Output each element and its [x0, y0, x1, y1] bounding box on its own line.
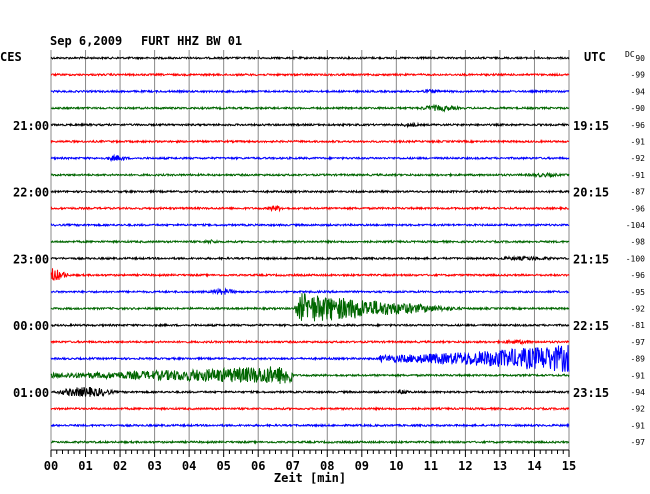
dc-offset-value: -100: [626, 254, 645, 263]
seismic-trace: [50, 153, 570, 163]
seismic-trace: [50, 268, 570, 281]
chart-station: FURT HHZ BW 01: [141, 34, 242, 48]
dc-offset-value: -98: [631, 238, 646, 247]
seismic-trace: [50, 55, 570, 61]
x-tick-label: 14: [527, 459, 541, 473]
left-time-label: 00:00: [13, 319, 49, 333]
seismic-trace: [50, 322, 570, 328]
x-axis: 00 01 02 03 04 05 06 07 08 09 10 11 12 13 14 15: [44, 449, 576, 473]
dc-offset-value: -90: [631, 104, 646, 113]
x-tick-label: 13: [493, 459, 507, 473]
dc-offset-value: -95: [631, 288, 646, 297]
dc-offset-value: -87: [631, 188, 646, 197]
x-tick-label: 11: [424, 459, 438, 473]
seismic-trace: [50, 405, 570, 412]
dc-offset-value: -81: [631, 321, 646, 330]
seismic-trace: [50, 422, 570, 429]
seismic-trace: [50, 72, 570, 78]
right-time-label: 22:15: [573, 319, 609, 333]
left-time-label: 23:00: [13, 252, 49, 266]
dc-offset-value: -91: [631, 171, 646, 180]
x-tick-label: 02: [113, 459, 127, 473]
dc-offset-value: -96: [631, 204, 646, 213]
seismic-trace: [50, 138, 570, 145]
seismic-trace: [50, 88, 570, 95]
right-time-label: 21:15: [573, 252, 609, 266]
seismic-trace: [50, 222, 570, 228]
left-timezone-label: CES: [0, 50, 22, 64]
dc-offset-value: -96: [631, 121, 646, 130]
dc-offset-value: -96: [631, 271, 646, 280]
label-group: 21:00 22:00 23:00 00:00 01:00 19:15 20:15 21:15…: [13, 54, 645, 447]
x-tick-label: 05: [216, 459, 230, 473]
dc-offset-value: -91: [631, 138, 646, 147]
x-tick-label: 10: [389, 459, 403, 473]
x-tick-label: 07: [286, 459, 300, 473]
x-tick-label: 01: [78, 459, 92, 473]
x-tick-label: 09: [355, 459, 369, 473]
seismic-trace: [50, 103, 570, 113]
dc-offset-value: -94: [631, 87, 646, 96]
right-time-label: 20:15: [573, 186, 609, 200]
x-tick-label: 04: [182, 459, 196, 473]
left-time-label: 22:00: [13, 186, 49, 200]
right-timezone-label: UTC: [584, 50, 606, 64]
x-tick-label: 15: [562, 459, 576, 473]
x-tick-label: 12: [458, 459, 472, 473]
x-tick-label: 03: [147, 459, 161, 473]
seismic-trace: [51, 287, 570, 296]
dc-header-label: DC: [625, 50, 635, 59]
dc-offset-value: 90: [635, 54, 645, 63]
seismic-trace: [50, 254, 570, 262]
dc-offset-value: -92: [631, 405, 646, 414]
dc-offset-value: -91: [631, 371, 646, 380]
seismic-trace: [50, 338, 570, 346]
right-time-label: 23:15: [573, 386, 609, 400]
seismic-trace: [51, 387, 570, 398]
seismic-trace: [50, 121, 569, 129]
seismic-trace: [50, 171, 570, 179]
seismic-trace: [50, 188, 570, 195]
dc-offset-value: -104: [626, 221, 645, 230]
dc-offset-value: -92: [631, 154, 646, 163]
grid-lines: [50, 50, 570, 450]
seismic-trace: [51, 439, 570, 445]
seismic-trace: [50, 366, 570, 384]
x-axis-label: Zeit [min]: [274, 471, 346, 485]
x-tick-label: 00: [44, 459, 58, 473]
chart-date: Sep 6,2009: [50, 34, 122, 48]
dc-offset-value: -92: [631, 305, 646, 314]
right-time-label: 19:15: [573, 119, 609, 133]
left-time-label: 21:00: [13, 119, 49, 133]
dc-offset-value: -97: [631, 438, 646, 447]
dc-offset-value: -99: [631, 71, 646, 80]
x-tick-label: 06: [251, 459, 265, 473]
seismic-trace: [50, 345, 570, 372]
seismic-trace: [50, 293, 570, 322]
dc-offset-value: -94: [631, 388, 646, 397]
seismic-trace: [50, 238, 570, 245]
seismic-trace: [50, 205, 570, 213]
x-tick-label: 08: [320, 459, 334, 473]
trace-group: [50, 55, 570, 445]
dc-offset-value: -97: [631, 338, 646, 347]
dc-offset-value: -89: [631, 355, 646, 364]
left-time-label: 01:00: [13, 386, 49, 400]
dc-offset-value: -91: [631, 421, 646, 430]
